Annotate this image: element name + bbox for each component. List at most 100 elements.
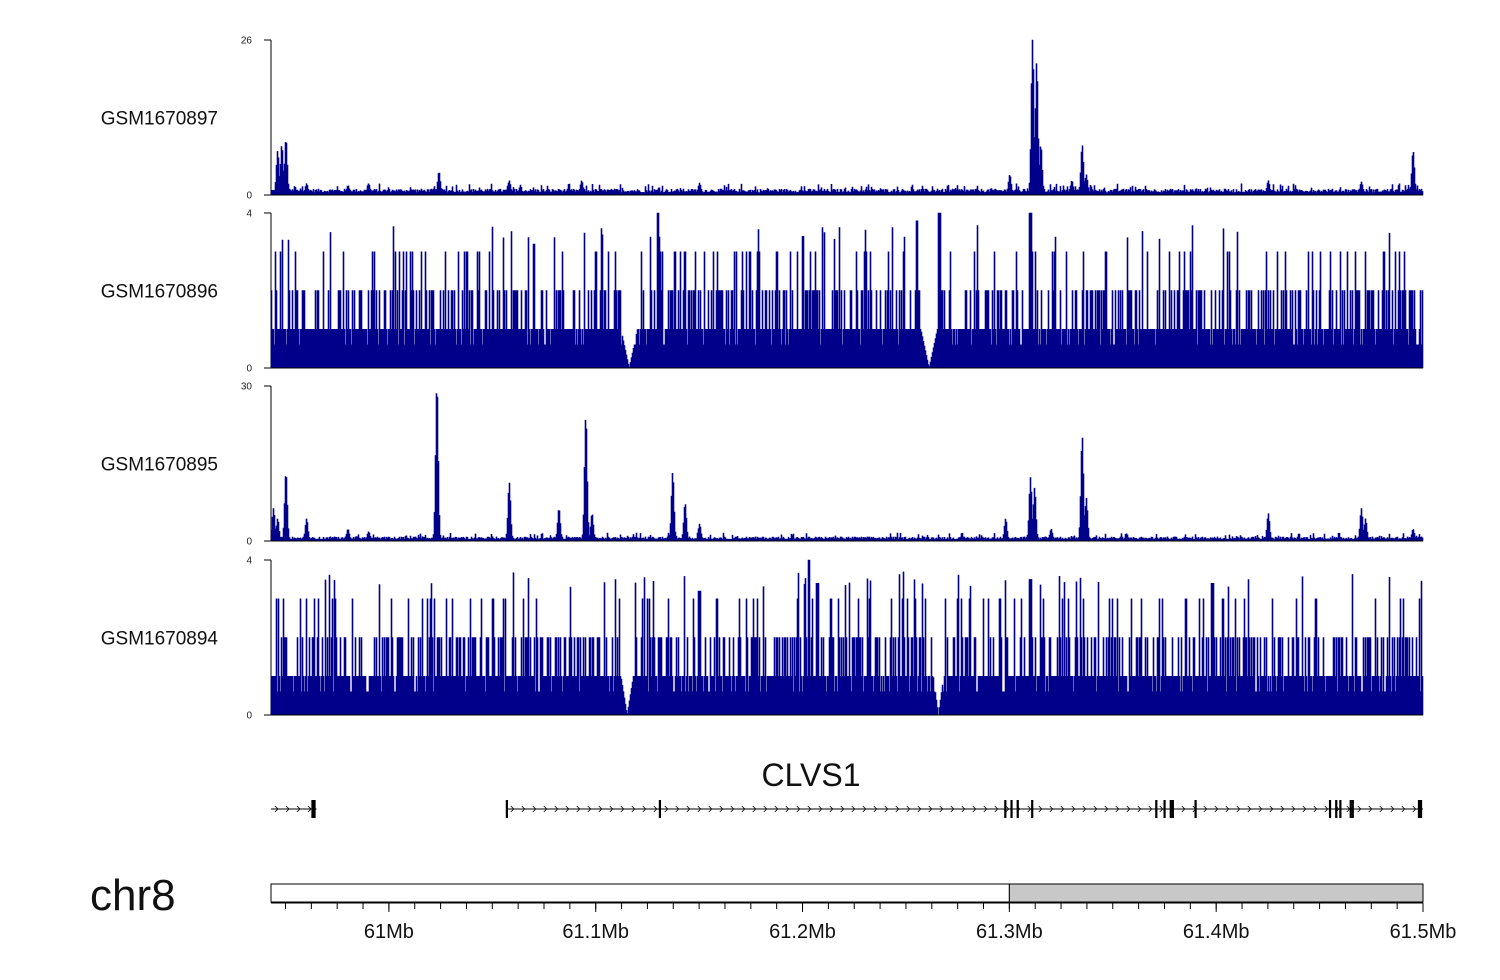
track-label: GSM1670896 [101,282,218,303]
strand-arrow [807,805,812,813]
strand-arrow [708,805,713,813]
strand-arrow [906,805,911,813]
exon [1351,800,1354,818]
strand-arrow [1082,805,1087,813]
strand-arrow [1291,805,1296,813]
strand-arrow [862,805,867,813]
y-max-label: 4 [246,556,252,567]
strand-arrow [972,805,977,813]
strand-arrow [1148,805,1153,813]
exon [1417,800,1421,818]
exon [1031,800,1034,818]
strand-arrow [785,805,790,813]
band-white [270,883,1010,903]
strand-arrow [774,805,779,813]
strand-arrow [532,805,537,813]
strand-arrow [543,805,548,813]
gene-track: CLVS1 [271,757,1423,818]
exon [658,800,662,818]
exon [1339,800,1342,818]
strand-arrow [939,805,944,813]
y-min-label: 0 [246,537,252,548]
track-GSM1670897: GSM1670897 26 0 [101,36,1424,202]
signal-area [270,393,1424,542]
strand-arrow [1060,805,1065,813]
strand-arrow [1280,805,1285,813]
strand-arrow [873,805,878,813]
strand-arrow [1302,805,1307,813]
strand-arrow [554,805,559,813]
strand-arrow [1038,805,1043,813]
strand-arrow [1247,805,1252,813]
strand-arrow [565,805,570,813]
exon [313,800,316,818]
strand-arrow [950,805,955,813]
exon [1010,800,1013,818]
strand-arrow [307,805,312,813]
strand-arrow [994,805,999,813]
strand-arrow [521,805,526,813]
y-max-label: 26 [241,36,253,47]
strand-arrow [1379,805,1384,813]
genomic-axis: 61Mb 61.1Mb 61.2Mb 61.3Mb 61.4Mb 61.5Mb [271,902,1456,943]
strand-arrow [752,805,757,813]
strand-arrow [1390,805,1395,813]
strand-arrow [961,805,966,813]
strand-arrow [1115,805,1120,813]
exon [505,800,508,818]
exon [1004,800,1007,818]
strand-arrow [697,805,702,813]
strand-arrow [1071,805,1076,813]
strand-arrow [763,805,768,813]
exon [1163,800,1166,818]
strand-arrow [576,805,581,813]
x-tick-label: 61.4Mb [1183,921,1250,943]
strand-arrow [510,805,515,813]
exon [1171,800,1174,818]
exon [1335,800,1338,818]
strand-arrow [840,805,845,813]
strand-arrow [653,805,658,813]
chromosome-label: chr8 [90,871,176,920]
strand-arrow [1137,805,1142,813]
strand-arrow [1236,805,1241,813]
x-tick-label: 61.1Mb [562,921,629,943]
strand-arrow [818,805,823,813]
y-min-label: 0 [246,711,252,722]
strand-arrow [609,805,614,813]
strand-arrow [1412,805,1417,813]
exon [1155,800,1158,818]
strand-arrow [741,805,746,813]
y-min-label: 0 [246,191,252,202]
strand-arrow [620,805,625,813]
track-GSM1670896: GSM1670896 4 0 [101,209,1424,375]
strand-arrow [686,805,691,813]
strand-arrow [983,805,988,813]
strand-arrow [587,805,592,813]
track-GSM1670895: GSM1670895 30 0 [101,382,1424,548]
x-tick-label: 61.2Mb [769,921,836,943]
signal-area [270,559,1424,716]
strand-arrow [1357,805,1362,813]
strand-arrow [296,805,301,813]
track-label: GSM1670897 [101,109,218,130]
strand-arrow [884,805,889,813]
strand-arrow [917,805,922,813]
strand-arrow [1104,805,1109,813]
track-GSM1670894: GSM1670894 4 0 [101,556,1424,722]
exon [1194,800,1197,818]
band-gray [1008,883,1424,903]
x-tick-label: 61.3Mb [976,921,1043,943]
strand-arrow [895,805,900,813]
strand-arrow [730,805,735,813]
strand-arrow [1401,805,1406,813]
strand-arrow [1027,805,1032,813]
exon [1419,800,1423,818]
strand-arrow [1126,805,1131,813]
strand-arrow [1269,805,1274,813]
strand-arrow [1225,805,1230,813]
exon [1169,800,1172,818]
strand-arrow [928,805,933,813]
gene-name-label: CLVS1 [761,757,860,793]
gene-model [271,800,1423,818]
